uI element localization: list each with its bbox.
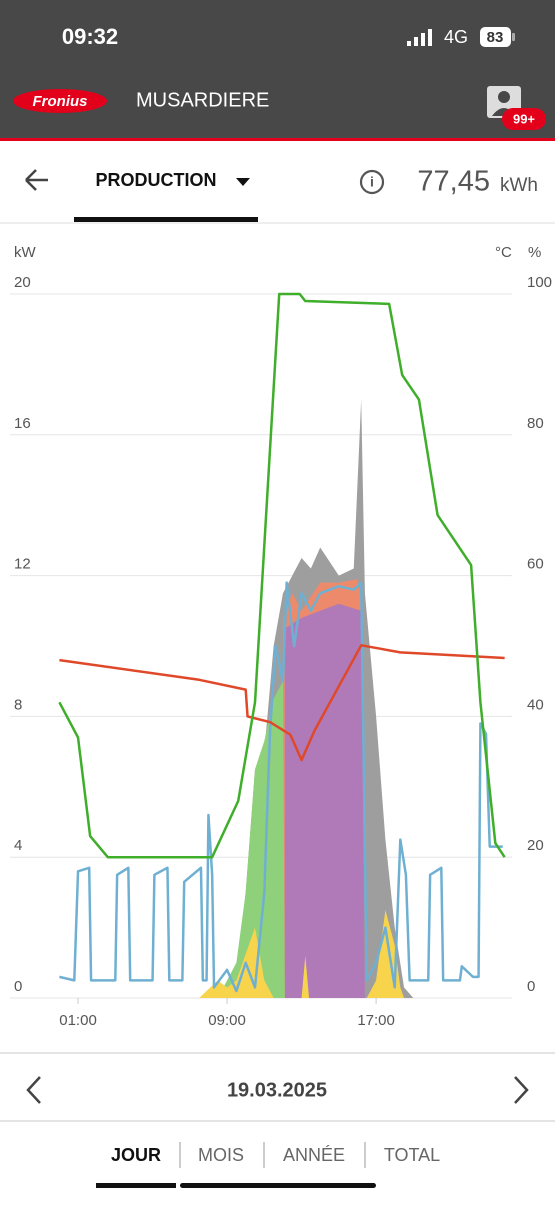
app-header-bg	[0, 0, 555, 138]
x-tick-label: 09:00	[208, 1012, 246, 1029]
battery-level: 83	[487, 29, 504, 46]
site-name[interactable]: MUSARDIERE	[136, 89, 269, 111]
y2-axis-label: %	[528, 244, 541, 261]
line	[59, 644, 505, 762]
total-unit: kWh	[500, 175, 538, 196]
status-time: 09:32	[62, 24, 118, 49]
tab-underline	[74, 217, 258, 222]
status-network: 4G	[444, 27, 468, 47]
y2-tick-label: 60	[527, 556, 544, 573]
notification-count: 99+	[513, 111, 535, 126]
area	[284, 603, 365, 998]
y-axis-label: kW	[14, 244, 37, 261]
y-tick-label: 16	[14, 415, 31, 432]
next-day[interactable]	[514, 1076, 529, 1104]
active-tab-underline	[96, 1183, 176, 1188]
period-tab[interactable]: MOIS	[198, 1145, 244, 1165]
info-i: i	[370, 174, 374, 190]
period-tab[interactable]: TOTAL	[384, 1145, 440, 1165]
x-tick-label: 01:00	[59, 1012, 97, 1029]
back-button[interactable]	[25, 169, 48, 191]
date: 19.03.2025	[227, 1079, 327, 1101]
y-tick-label: 20	[14, 274, 31, 291]
x-tick-label: 17:00	[357, 1012, 395, 1029]
date-divider	[0, 1052, 555, 1054]
home-indicator	[180, 1183, 376, 1188]
y2-tick-label: 80	[527, 415, 544, 432]
header-divider	[0, 222, 555, 224]
line	[59, 581, 503, 993]
header-accent	[0, 138, 555, 141]
total-value: 77,45	[417, 166, 490, 198]
logo[interactable]: Fronius	[33, 93, 88, 110]
y2-tick-label: 100	[527, 274, 552, 291]
chart: kW °C % 0 4 8 12 16 20 0 20 40 60 80 100 01:00 09:00 17:0…	[10, 244, 552, 1029]
tabs-divider	[0, 1120, 555, 1122]
info-button[interactable]	[359, 169, 385, 195]
signal-icon	[407, 29, 432, 46]
battery-icon	[480, 27, 511, 47]
prev-day[interactable]	[26, 1076, 41, 1104]
notification-badge	[502, 108, 546, 130]
y2-axis-label: °C	[495, 244, 512, 261]
logo-badge[interactable]	[13, 89, 107, 113]
period-tab[interactable]: JOUR	[111, 1145, 161, 1165]
y2-tick-label: 0	[527, 978, 535, 995]
y2-tick-label: 20	[527, 837, 544, 854]
view-tab[interactable]: PRODUCTION	[96, 170, 217, 190]
line	[58, 292, 506, 859]
tab-separators	[179, 1142, 366, 1168]
y-tick-label: 12	[14, 556, 31, 573]
battery-tip	[512, 33, 515, 41]
dropdown-icon[interactable]	[236, 178, 250, 186]
y-tick-label: 8	[14, 696, 22, 713]
y-tick-label: 4	[14, 837, 22, 854]
y-tick-label: 0	[14, 978, 22, 995]
period-tab[interactable]: ANNÉE	[283, 1145, 345, 1165]
y2-tick-label: 40	[527, 696, 544, 713]
